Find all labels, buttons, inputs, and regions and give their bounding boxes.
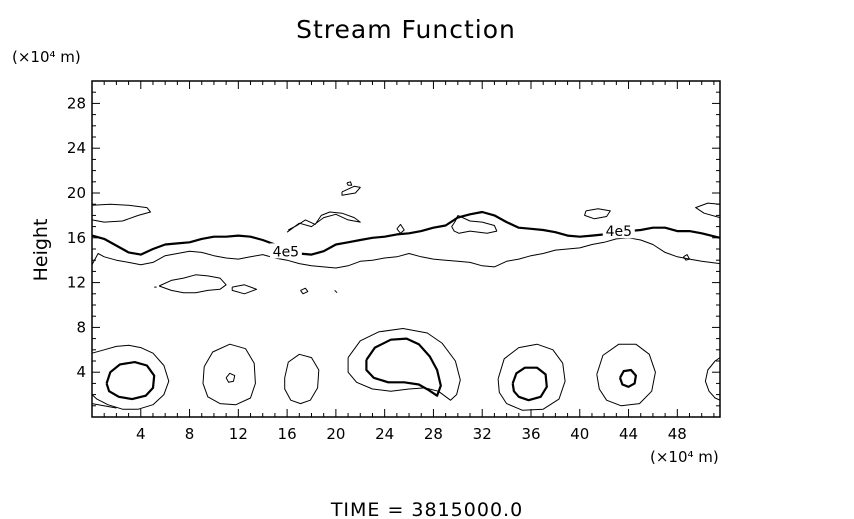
contour-mid-right-blob (584, 208, 611, 220)
x-tick-label: 24 (375, 425, 394, 443)
y-tick-label: 4 (76, 363, 86, 381)
contour-main-thin (91, 237, 721, 269)
contour-tiny-12 (225, 372, 236, 383)
x-tick-label: 44 (619, 425, 638, 443)
contour-oval-36-outer (497, 343, 566, 411)
y-tick-label: 8 (76, 318, 86, 336)
contour-label: 4e5 (273, 244, 299, 260)
contour-oval-44-inner (618, 368, 637, 388)
contour-left-middle-blob (158, 274, 227, 294)
contour-right-top-blob (695, 202, 721, 219)
plot-frame (91, 80, 721, 418)
contour-big-inner-26 (365, 337, 442, 397)
contour-oval-12 (202, 343, 256, 406)
contour-bottom-band-left (91, 403, 117, 409)
y-tick-label: 16 (67, 229, 86, 247)
contour-small-blob-6 (682, 254, 690, 261)
contour-oval-44-outer (596, 343, 656, 407)
x-tick-label: 16 (278, 425, 297, 443)
x-unit-label: (×10⁴ m) (650, 448, 719, 466)
y-unit-label: (×10⁴ m) (12, 48, 81, 66)
contour-right-edge-oval (704, 357, 721, 401)
contour-small-blob-2 (300, 287, 309, 295)
contour-big-outer-26 (347, 328, 461, 401)
contour-small-blob-1 (231, 284, 258, 295)
axis-ticks (92, 81, 720, 417)
contour-bottom-left-outer (91, 344, 170, 410)
contour-oval-36-inner (511, 366, 548, 402)
contour-small-blob-3 (334, 290, 338, 294)
x-tick-label: 32 (473, 425, 492, 443)
contour-upper-blob-c (341, 185, 361, 196)
footer-time: TIME = 3815000.0 (330, 499, 523, 519)
contour-lines (91, 181, 721, 411)
contour-left-blob (91, 203, 151, 223)
contour-labels: 4e5 4e5 (269, 223, 635, 260)
x-tick-label: 36 (521, 425, 540, 443)
chart-title: Stream Function (296, 15, 516, 44)
x-tick-label: 28 (424, 425, 443, 443)
contour-upper-blob-b (451, 214, 498, 234)
y-axis-label: Height (30, 219, 52, 282)
x-tick-label: 4 (136, 425, 146, 443)
contour-small-blob-5 (346, 181, 353, 186)
y-tick-label: 20 (67, 184, 86, 202)
contour-oval-17 (284, 353, 320, 405)
x-tick-label: 12 (229, 425, 248, 443)
x-tick-label: 40 (570, 425, 589, 443)
y-tick-label: 28 (67, 94, 86, 112)
contour-label-bg (602, 223, 635, 239)
x-tick-label: 48 (668, 425, 687, 443)
contour-label-bg (269, 243, 302, 259)
x-tick-label: 20 (326, 425, 345, 443)
contour-bottom-left-inner (105, 361, 156, 401)
contour-upper-blob-a (286, 211, 361, 233)
x-tick-label: 8 (185, 425, 195, 443)
y-tick-label: 12 (67, 274, 86, 292)
contour-label: 4e5 (606, 224, 632, 240)
y-tick-label: 24 (67, 139, 86, 157)
contour-small-blob-4 (396, 223, 405, 234)
contour-main-thick (91, 210, 721, 256)
